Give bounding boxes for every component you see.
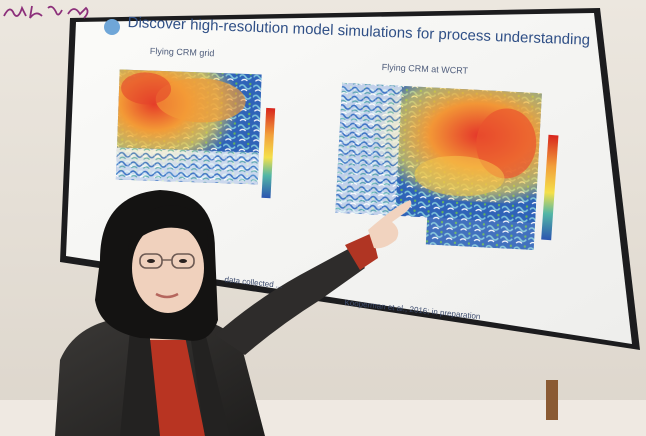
left-map [115, 69, 262, 185]
slide-logo-icon [104, 19, 120, 35]
glasses-icon [139, 253, 163, 269]
handwritten-signature [3, 5, 89, 19]
right-map [335, 82, 542, 251]
left-colorbar [261, 107, 276, 199]
right-colorbar [541, 134, 559, 241]
sweater-cuff [345, 233, 378, 270]
pointing-hand [368, 200, 412, 249]
person-arm [215, 248, 365, 355]
person-face [132, 223, 204, 313]
monitor-stand [546, 380, 558, 420]
person-mouth [155, 292, 179, 299]
